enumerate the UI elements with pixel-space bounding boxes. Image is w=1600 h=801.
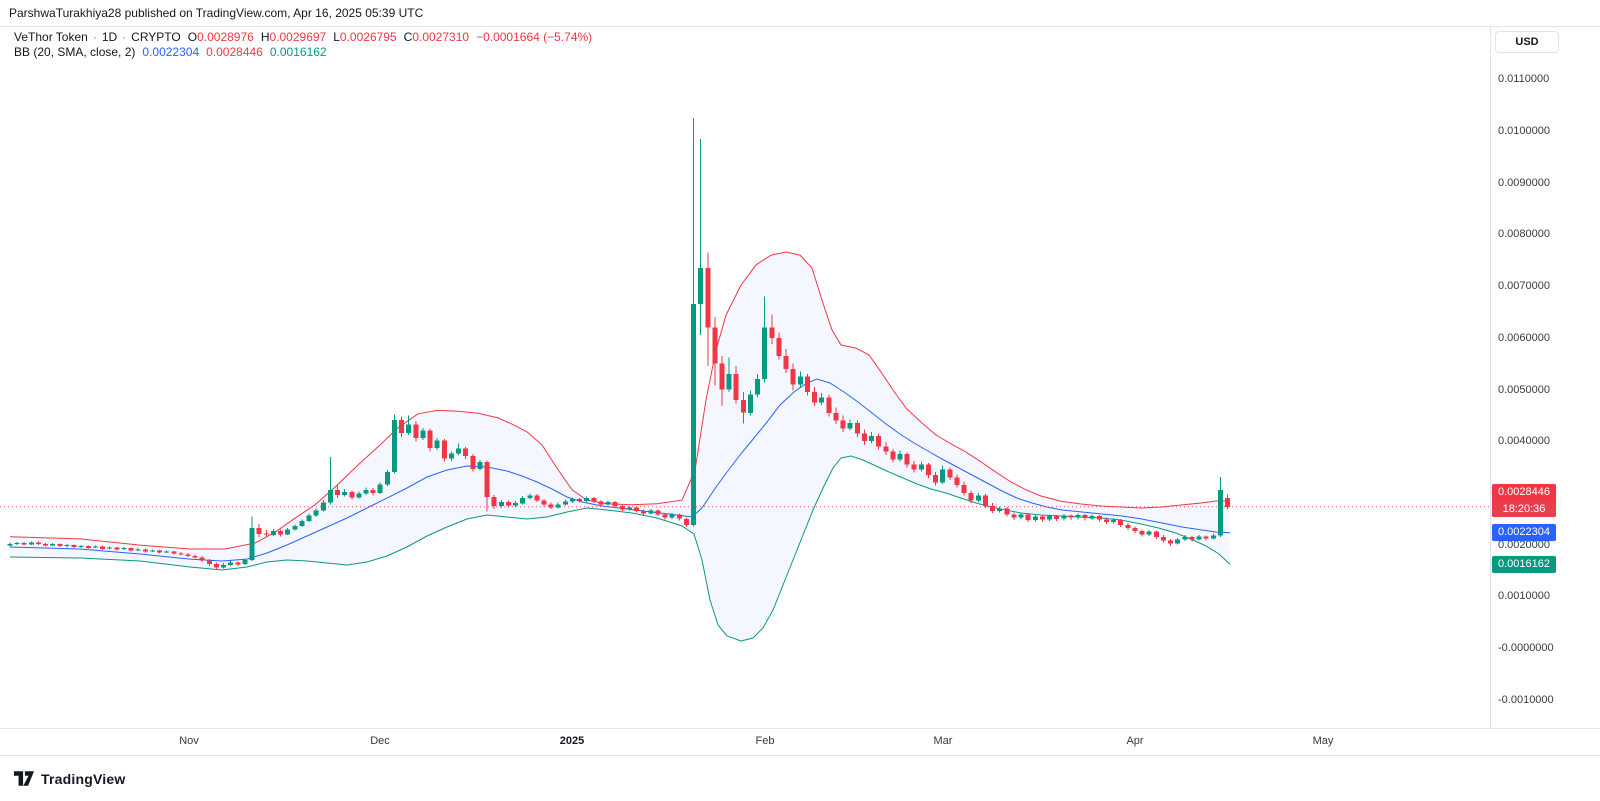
tradingview-logo-icon[interactable]	[14, 771, 34, 786]
price-axis-label: 0.0060000	[1498, 331, 1550, 344]
time-axis[interactable]: Nov Dec 2025 Feb Mar Apr May	[0, 728, 1600, 756]
price-axis-label: 0.0050000	[1498, 383, 1550, 396]
footer: TradingView	[0, 755, 1600, 801]
currency-button[interactable]: USD	[1495, 31, 1559, 53]
symbol-interval: 1D	[101, 30, 118, 44]
indicator-value: 0.0022304	[142, 45, 200, 59]
publish-header: ParshwaTurakhiya28 published on TradingV…	[0, 0, 1600, 27]
ohlc-item: L0.0026795	[333, 30, 397, 44]
price-badge-value: 0.0016162	[1498, 557, 1550, 570]
price-axis-label: 0.0090000	[1498, 176, 1550, 189]
indicator-values: 0.0022304 0.0028446 0.0016162	[135, 45, 326, 59]
price-axis-label: 0.0100000	[1498, 125, 1550, 137]
indicator-value: 0.0016162	[269, 45, 327, 59]
bar-countdown: 18:20:36	[1492, 500, 1556, 517]
separator-dot: ·	[92, 30, 97, 44]
ohlc-item: O0.0028976	[187, 30, 254, 44]
indicator-value: 0.0028446	[206, 45, 263, 59]
price-axis-label: 0.0040000	[1498, 435, 1550, 448]
price-axis-label: 0.0020000	[1498, 538, 1550, 551]
price-axis-label: -0.0000000	[1498, 642, 1554, 654]
time-axis-label: Nov	[179, 735, 199, 747]
time-axis-label: Feb	[755, 735, 775, 747]
bb-basis-line	[9, 378, 1231, 562]
price-axis[interactable]: USD 0.0110000 0.0100000 0.0090000 0.0080000…	[1490, 27, 1600, 728]
price-badge: 0.0022304	[1492, 524, 1556, 542]
legend-ohlc-values: O0.0028976 H0.0029697 L0.0026795 C0.0027310	[181, 30, 469, 44]
publish-info: ParshwaTurakhiya28 published on TradingV…	[9, 6, 424, 20]
price-badge-value: 0.0028446	[1498, 485, 1550, 498]
symbol-legend-row[interactable]: VeThor Token · 1D · CRYPTO O0.0028976 H0.…	[14, 30, 592, 44]
tradingview-brand[interactable]: TradingView	[41, 770, 126, 787]
bb-upper-line	[9, 251, 1231, 550]
price-axis-label: -0.0010000	[1498, 693, 1554, 706]
price-badge: 0.0028446 18:20:36	[1492, 483, 1556, 517]
symbol-title: VeThor Token	[14, 30, 88, 44]
price-badge: 0.0016162	[1492, 555, 1556, 573]
time-axis-label: Mar	[933, 735, 953, 747]
time-axis-label: 2025	[559, 735, 585, 747]
bollinger-fill	[10, 252, 1230, 641]
indicator-legend-row[interactable]: BB (20, SMA, close, 2) 0.0022304 0.002844…	[14, 45, 592, 59]
price-badge-value: 0.0022304	[1498, 526, 1550, 539]
time-axis-label: May	[1312, 735, 1334, 747]
ohlc-item: C0.0027310	[403, 30, 470, 44]
separator-dot: ·	[122, 30, 127, 44]
chart-legend: VeThor Token · 1D · CRYPTO O0.0028976 H0.…	[14, 30, 592, 60]
time-axis-label: Dec	[370, 735, 390, 747]
price-axis-label: 0.0110000	[1498, 73, 1550, 86]
time-axis-label: Apr	[1126, 735, 1144, 747]
ohlc-item: H0.0029697	[260, 30, 327, 44]
change-value: −0.0001664 (−5.74%)	[476, 30, 593, 44]
price-axis-label: 0.0010000	[1498, 590, 1550, 603]
bb-lower-line	[9, 455, 1231, 642]
price-axis-label: 0.0070000	[1498, 280, 1550, 293]
price-axis-label: 0.0080000	[1498, 228, 1550, 241]
symbol-market: CRYPTO	[131, 30, 181, 44]
currency-label: USD	[1515, 36, 1539, 48]
indicator-title: BB (20, SMA, close, 2)	[14, 45, 136, 59]
